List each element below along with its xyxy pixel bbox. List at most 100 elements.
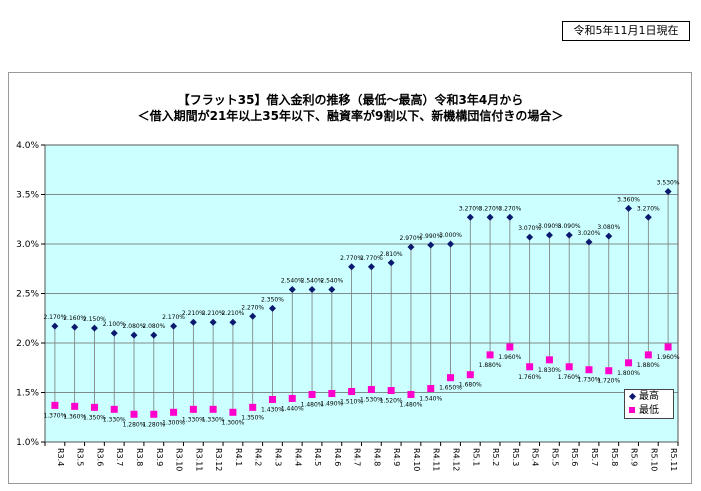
chart-legend: 最高 最低 bbox=[624, 389, 674, 419]
x-tick-label: R3.4 bbox=[56, 448, 65, 466]
max-point bbox=[447, 240, 455, 248]
x-tick-label: R5.3 bbox=[511, 448, 520, 466]
max-data-label: 2.540% bbox=[301, 278, 324, 285]
max-point bbox=[209, 318, 217, 326]
x-tick-label: R5.2 bbox=[491, 448, 500, 466]
max-data-label: 2.770% bbox=[360, 255, 383, 262]
legend-item-max: 最高 bbox=[625, 390, 673, 404]
min-data-label: 1.330% bbox=[182, 416, 205, 423]
min-data-label: 1.370% bbox=[43, 412, 66, 419]
min-point bbox=[170, 408, 178, 416]
min-data-label: 1.350% bbox=[83, 414, 106, 421]
min-point bbox=[71, 402, 79, 410]
y-tick-label: 1.0% bbox=[16, 438, 39, 448]
max-point bbox=[328, 286, 336, 294]
max-data-label: 2.210% bbox=[221, 310, 244, 317]
max-point bbox=[90, 324, 98, 332]
min-point bbox=[51, 401, 59, 409]
min-data-label: 1.960% bbox=[498, 354, 521, 361]
min-point bbox=[644, 351, 652, 359]
max-data-label: 2.210% bbox=[182, 310, 205, 317]
max-data-label: 2.150% bbox=[83, 316, 106, 323]
min-point bbox=[328, 389, 336, 397]
min-data-label: 1.440% bbox=[281, 405, 304, 412]
min-point bbox=[447, 374, 455, 382]
legend-item-min: 最低 bbox=[625, 404, 673, 418]
max-point bbox=[407, 243, 415, 251]
min-data-label: 1.300% bbox=[221, 419, 244, 426]
x-tick-label: R5.11 bbox=[669, 448, 678, 471]
max-point bbox=[288, 286, 296, 294]
max-point bbox=[348, 263, 356, 271]
max-data-label: 2.350% bbox=[261, 296, 284, 303]
x-tick-label: R5.10 bbox=[649, 448, 658, 471]
y-tick-label: 3.0% bbox=[16, 240, 39, 250]
max-point bbox=[545, 231, 553, 239]
min-point bbox=[506, 343, 514, 351]
min-point bbox=[367, 386, 375, 394]
min-data-label: 1.490% bbox=[320, 400, 343, 407]
max-data-label: 3.070% bbox=[518, 225, 541, 232]
max-data-label: 2.170% bbox=[43, 314, 66, 321]
min-point bbox=[407, 390, 415, 398]
max-point bbox=[110, 329, 118, 337]
max-point bbox=[130, 331, 138, 339]
square-marker-icon bbox=[629, 407, 635, 413]
max-point bbox=[625, 204, 633, 212]
legend-label-min: 最低 bbox=[639, 405, 659, 416]
max-data-label: 2.160% bbox=[63, 315, 86, 322]
min-point bbox=[209, 405, 217, 413]
x-tick-label: R4.8 bbox=[372, 448, 381, 466]
min-data-label: 1.830% bbox=[538, 367, 561, 374]
x-tick-label: R3.11 bbox=[194, 448, 203, 471]
max-data-label: 2.170% bbox=[162, 314, 185, 321]
max-point bbox=[387, 259, 395, 267]
max-point bbox=[605, 232, 613, 240]
min-data-label: 1.680% bbox=[459, 382, 482, 389]
max-point bbox=[367, 263, 375, 271]
y-tick-label: 2.0% bbox=[16, 339, 39, 349]
min-data-label: 1.880% bbox=[479, 362, 502, 369]
x-tick-label: R5.1 bbox=[471, 448, 480, 466]
max-point bbox=[565, 231, 573, 239]
max-data-label: 2.210% bbox=[202, 310, 225, 317]
min-point bbox=[130, 410, 138, 418]
x-tick-label: R4.6 bbox=[333, 448, 342, 466]
x-tick-label: R4.12 bbox=[452, 448, 461, 471]
min-data-label: 1.760% bbox=[518, 374, 541, 381]
x-tick-label: R5.4 bbox=[531, 448, 540, 466]
max-point bbox=[427, 241, 435, 249]
x-tick-label: R4.9 bbox=[392, 448, 401, 466]
max-data-label: 3.270% bbox=[637, 205, 660, 212]
min-point bbox=[268, 395, 276, 403]
min-data-label: 1.880% bbox=[637, 362, 660, 369]
min-data-label: 1.360% bbox=[63, 413, 86, 420]
x-tick-label: R4.5 bbox=[313, 448, 322, 466]
max-data-label: 2.080% bbox=[123, 323, 146, 330]
y-tick-label: 3.5% bbox=[16, 191, 39, 201]
max-data-label: 2.270% bbox=[241, 304, 264, 311]
x-tick-label: R4.3 bbox=[273, 448, 282, 466]
min-point bbox=[387, 387, 395, 395]
min-point bbox=[585, 366, 593, 374]
date-label: 令和5年11月1日現在 bbox=[562, 21, 690, 41]
max-data-label: 2.770% bbox=[340, 255, 363, 262]
max-point bbox=[526, 233, 534, 241]
max-data-label: 3.360% bbox=[617, 196, 640, 203]
x-tick-label: R5.7 bbox=[590, 448, 599, 466]
min-point bbox=[486, 351, 494, 359]
min-data-label: 1.730% bbox=[578, 377, 601, 384]
max-point bbox=[308, 286, 316, 294]
x-tick-label: R3.12 bbox=[214, 448, 223, 471]
min-point bbox=[150, 410, 158, 418]
max-data-label: 2.080% bbox=[142, 323, 165, 330]
max-data-label: 3.530% bbox=[657, 180, 680, 187]
max-data-label: 3.000% bbox=[439, 232, 462, 239]
min-point bbox=[427, 385, 435, 393]
max-data-label: 3.090% bbox=[558, 223, 581, 230]
min-data-label: 1.300% bbox=[162, 419, 185, 426]
min-data-label: 1.330% bbox=[103, 416, 126, 423]
x-tick-label: R3.10 bbox=[175, 448, 184, 471]
max-data-label: 3.270% bbox=[459, 205, 482, 212]
max-point bbox=[506, 213, 514, 221]
